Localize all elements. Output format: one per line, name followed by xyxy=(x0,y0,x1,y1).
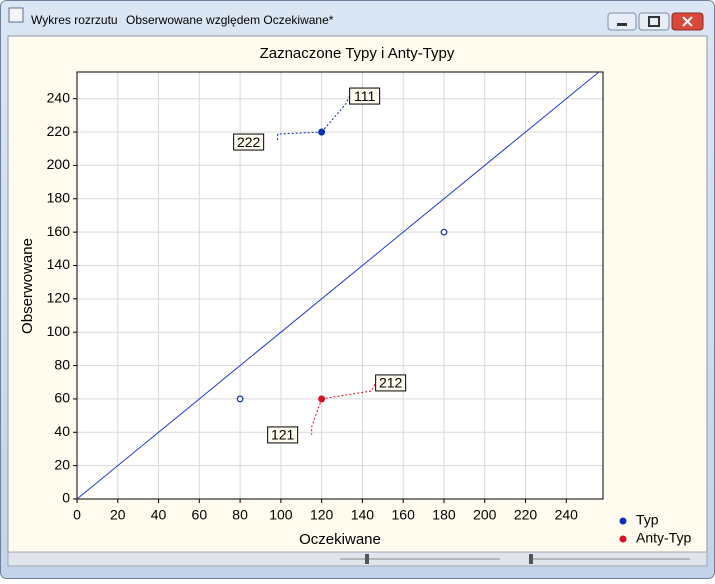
label-leader xyxy=(321,95,351,133)
label-leader xyxy=(277,131,322,143)
point xyxy=(318,128,326,136)
y-tick-label: 40 xyxy=(54,423,70,439)
slider-thumb[interactable] xyxy=(529,554,533,564)
x-tick-label: 240 xyxy=(555,507,579,523)
legend-marker xyxy=(619,517,627,525)
maximize-icon xyxy=(648,16,660,27)
app-name: Wykres rozrzutu xyxy=(31,13,118,27)
x-axis-label: Oczekiwane xyxy=(299,531,381,548)
chart-title: Zaznaczone Typy i Anty-Typy xyxy=(260,45,455,62)
y-tick-label: 160 xyxy=(47,223,71,239)
x-tick-label: 220 xyxy=(514,507,538,523)
y-tick-label: 20 xyxy=(54,456,70,472)
maximize-button[interactable] xyxy=(638,12,670,31)
label-box xyxy=(233,133,265,151)
y-tick-label: 240 xyxy=(47,89,71,105)
document-title: Obserwowane względem Oczekiwane* xyxy=(126,13,334,27)
y-tick-label: 200 xyxy=(47,156,71,172)
y-tick-label: 80 xyxy=(54,356,70,372)
point-label: 212 xyxy=(379,375,403,391)
legend-label: Typ xyxy=(636,512,659,528)
point-label: 111 xyxy=(354,88,375,104)
x-tick-label: 200 xyxy=(473,507,497,523)
label-box xyxy=(267,426,299,444)
y-axis-label: Obserwowane xyxy=(19,238,36,334)
label-box xyxy=(375,374,407,392)
x-tick-label: 120 xyxy=(310,507,334,523)
label-leader xyxy=(321,382,377,400)
legend-marker xyxy=(619,535,627,543)
x-tick-label: 140 xyxy=(351,507,375,523)
y-tick-label: 220 xyxy=(47,123,71,139)
point-label: 121 xyxy=(271,427,295,443)
legend-label: Anty-Typ xyxy=(636,530,691,546)
y-tick-label: 120 xyxy=(47,290,71,306)
x-tick-label: 60 xyxy=(192,507,208,523)
x-tick-label: 40 xyxy=(151,507,167,523)
reference-line xyxy=(76,71,600,500)
x-tick-label: 100 xyxy=(269,507,293,523)
minimize-icon xyxy=(617,23,627,26)
y-tick-label: 180 xyxy=(47,189,71,205)
point xyxy=(236,395,244,403)
app-icon xyxy=(8,7,24,23)
x-tick-label: 20 xyxy=(110,507,126,523)
close-icon xyxy=(682,16,693,27)
y-tick-label: 100 xyxy=(47,323,71,339)
point-label: 222 xyxy=(237,134,261,150)
minimize-button[interactable] xyxy=(607,12,637,31)
x-tick-label: 0 xyxy=(73,507,81,523)
point xyxy=(318,395,326,403)
y-tick-label: 60 xyxy=(54,390,70,406)
x-tick-label: 80 xyxy=(232,507,248,523)
y-tick-label: 140 xyxy=(47,256,71,272)
x-tick-label: 160 xyxy=(392,507,416,523)
x-tick-label: 180 xyxy=(432,507,456,523)
y-tick-label: 0 xyxy=(62,490,70,506)
plot-border xyxy=(76,71,604,500)
slider-thumb[interactable] xyxy=(365,554,369,564)
label-box xyxy=(349,87,381,105)
label-leader xyxy=(311,398,323,435)
point xyxy=(440,228,448,236)
